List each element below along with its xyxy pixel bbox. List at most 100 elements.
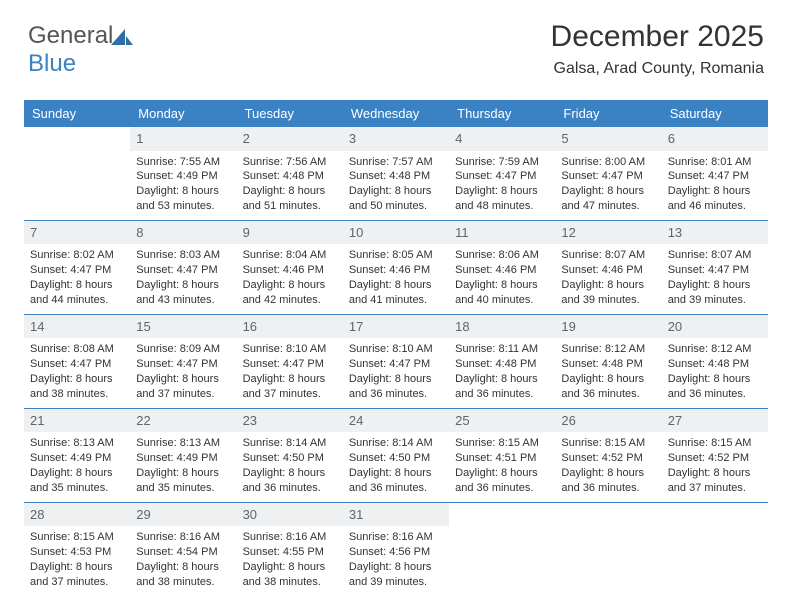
day-cell: 21Sunrise: 8:13 AMSunset: 4:49 PMDayligh… (24, 409, 130, 502)
sunrise-line: Sunrise: 7:59 AM (455, 155, 549, 170)
week-row: 7Sunrise: 8:02 AMSunset: 4:47 PMDaylight… (24, 220, 768, 314)
sunset-line: Sunset: 4:47 PM (349, 357, 443, 372)
week-row: 1Sunrise: 7:55 AMSunset: 4:49 PMDaylight… (24, 127, 768, 220)
sunrise-line: Sunrise: 8:16 AM (349, 530, 443, 545)
day-cell: 13Sunrise: 8:07 AMSunset: 4:47 PMDayligh… (662, 221, 768, 314)
daylight-line: Daylight: 8 hours and 38 minutes. (243, 560, 337, 590)
day-number: 18 (449, 315, 555, 339)
daylight-line: Daylight: 8 hours and 36 minutes. (349, 466, 443, 496)
logo-text-b: Blue (28, 50, 76, 77)
daylight-line: Daylight: 8 hours and 35 minutes. (30, 466, 124, 496)
day-number: 12 (555, 221, 661, 245)
sunset-line: Sunset: 4:47 PM (668, 169, 762, 184)
sunset-line: Sunset: 4:46 PM (455, 263, 549, 278)
logo: General Blue (28, 22, 133, 78)
sunset-line: Sunset: 4:56 PM (349, 545, 443, 560)
sunrise-line: Sunrise: 8:12 AM (561, 342, 655, 357)
daylight-line: Daylight: 8 hours and 38 minutes. (136, 560, 230, 590)
day-number: 10 (343, 221, 449, 245)
sunrise-line: Sunrise: 8:13 AM (136, 436, 230, 451)
day-number: 21 (24, 409, 130, 433)
daylight-line: Daylight: 8 hours and 36 minutes. (561, 372, 655, 402)
day-number: 5 (555, 127, 661, 151)
week-row: 14Sunrise: 8:08 AMSunset: 4:47 PMDayligh… (24, 314, 768, 408)
day-number: 27 (662, 409, 768, 433)
day-cell: 9Sunrise: 8:04 AMSunset: 4:46 PMDaylight… (237, 221, 343, 314)
sunrise-line: Sunrise: 8:10 AM (349, 342, 443, 357)
day-cell: 30 Sunrise: 8:16 AMSunset: 4:55 PMDayligh… (237, 503, 343, 596)
daylight-line: Daylight: 8 hours and 36 minutes. (668, 372, 762, 402)
day-cell: 24Sunrise: 8:14 AMSunset: 4:50 PMDayligh… (343, 409, 449, 502)
day-number (24, 127, 130, 151)
sunrise-line: Sunrise: 8:01 AM (668, 155, 762, 170)
sunrise-line: Sunrise: 8:03 AM (136, 248, 230, 263)
week-row: 28Sunrise: 8:15 AMSunset: 4:53 PMDayligh… (24, 502, 768, 596)
daylight-line: Daylight: 8 hours and 38 minutes. (30, 372, 124, 402)
sunset-line: Sunset: 4:48 PM (349, 169, 443, 184)
page-title: December 2025 (551, 20, 764, 54)
sunset-line: Sunset: 4:48 PM (668, 357, 762, 372)
sunrise-line: Sunrise: 8:14 AM (243, 436, 337, 451)
day-cell: 25Sunrise: 8:15 AMSunset: 4:51 PMDayligh… (449, 409, 555, 502)
day-cell: 15Sunrise: 8:09 AMSunset: 4:47 PMDayligh… (130, 315, 236, 408)
weekday-sat: Saturday (662, 100, 768, 127)
day-number: 25 (449, 409, 555, 433)
sunset-line: Sunset: 4:48 PM (561, 357, 655, 372)
sunrise-line: Sunrise: 7:56 AM (243, 155, 337, 170)
week-row: 21Sunrise: 8:13 AMSunset: 4:49 PMDayligh… (24, 408, 768, 502)
day-number: 29 (130, 503, 236, 527)
daylight-line: Daylight: 8 hours and 39 minutes. (561, 278, 655, 308)
sunset-line: Sunset: 4:47 PM (136, 263, 230, 278)
sunset-line: Sunset: 4:46 PM (243, 263, 337, 278)
daylight-line: Daylight: 8 hours and 37 minutes. (243, 372, 337, 402)
day-cell: 8Sunrise: 8:03 AMSunset: 4:47 PMDaylight… (130, 221, 236, 314)
daylight-line: Daylight: 8 hours and 48 minutes. (455, 184, 549, 214)
day-number: 26 (555, 409, 661, 433)
day-number: 28 (24, 503, 130, 527)
sunset-line: Sunset: 4:48 PM (455, 357, 549, 372)
day-cell: 23Sunrise: 8:14 AMSunset: 4:50 PMDayligh… (237, 409, 343, 502)
day-number: 7 (24, 221, 130, 245)
sunrise-line: Sunrise: 8:08 AM (30, 342, 124, 357)
daylight-line: Daylight: 8 hours and 37 minutes. (136, 372, 230, 402)
sunset-line: Sunset: 4:52 PM (668, 451, 762, 466)
day-cell: 12Sunrise: 8:07 AMSunset: 4:46 PMDayligh… (555, 221, 661, 314)
sunset-line: Sunset: 4:55 PM (243, 545, 337, 560)
day-cell: 26Sunrise: 8:15 AMSunset: 4:52 PMDayligh… (555, 409, 661, 502)
page-subtitle: Galsa, Arad County, Romania (551, 60, 764, 78)
sunset-line: Sunset: 4:47 PM (30, 357, 124, 372)
daylight-line: Daylight: 8 hours and 46 minutes. (668, 184, 762, 214)
day-cell: 16Sunrise: 8:10 AMSunset: 4:47 PMDayligh… (237, 315, 343, 408)
daylight-line: Daylight: 8 hours and 37 minutes. (668, 466, 762, 496)
weekday-wed: Wednesday (343, 100, 449, 127)
daylight-line: Daylight: 8 hours and 37 minutes. (30, 560, 124, 590)
sunset-line: Sunset: 4:47 PM (455, 169, 549, 184)
sunrise-line: Sunrise: 8:16 AM (243, 530, 337, 545)
daylight-line: Daylight: 8 hours and 44 minutes. (30, 278, 124, 308)
day-cell: 3Sunrise: 7:57 AMSunset: 4:48 PMDaylight… (343, 127, 449, 220)
sunset-line: Sunset: 4:47 PM (30, 263, 124, 278)
day-number (449, 503, 555, 527)
day-cell (555, 503, 661, 596)
logo-sail-icon (111, 27, 133, 45)
day-cell: 11Sunrise: 8:06 AMSunset: 4:46 PMDayligh… (449, 221, 555, 314)
sunrise-line: Sunrise: 8:15 AM (30, 530, 124, 545)
weekday-sun: Sunday (24, 100, 130, 127)
day-cell (24, 127, 130, 220)
sunset-line: Sunset: 4:48 PM (243, 169, 337, 184)
sunrise-line: Sunrise: 8:09 AM (136, 342, 230, 357)
day-cell: 20Sunrise: 8:12 AMSunset: 4:48 PMDayligh… (662, 315, 768, 408)
day-number: 30 (237, 503, 343, 527)
day-number: 16 (237, 315, 343, 339)
sunrise-line: Sunrise: 8:05 AM (349, 248, 443, 263)
sunrise-line: Sunrise: 7:57 AM (349, 155, 443, 170)
day-cell: 6Sunrise: 8:01 AMSunset: 4:47 PMDaylight… (662, 127, 768, 220)
sunrise-line: Sunrise: 8:02 AM (30, 248, 124, 263)
daylight-line: Daylight: 8 hours and 36 minutes. (455, 372, 549, 402)
day-number: 31 (343, 503, 449, 527)
sunrise-line: Sunrise: 8:07 AM (668, 248, 762, 263)
day-cell: 17Sunrise: 8:10 AMSunset: 4:47 PMDayligh… (343, 315, 449, 408)
sunrise-line: Sunrise: 7:55 AM (136, 155, 230, 170)
sunset-line: Sunset: 4:50 PM (349, 451, 443, 466)
sunrise-line: Sunrise: 8:10 AM (243, 342, 337, 357)
